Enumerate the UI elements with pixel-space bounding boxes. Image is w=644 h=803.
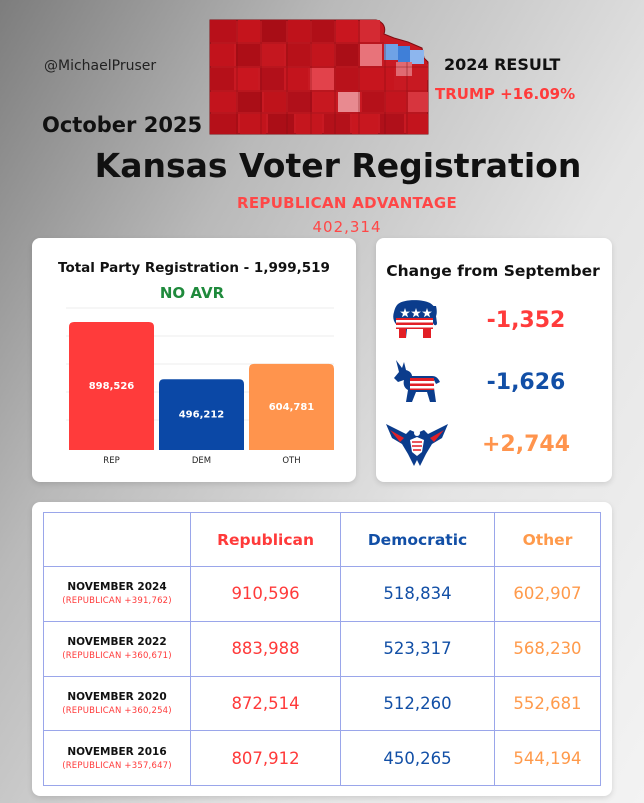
cell-democratic: 518,834 [340,566,495,622]
cell-other: 602,907 [493,566,602,622]
cell-other: 568,230 [493,620,602,677]
registration-history-card: Republican Democratic Other NOVEMBER 202… [32,502,612,796]
advantage-value: 402,314 [312,218,382,236]
change-value-other: +2,744 [481,432,571,457]
row-margin: (REPUBLICAN +360,254) [62,705,172,716]
no-avr-label: NO AVR [159,284,225,302]
author-handle: @MichaelPruser [44,58,157,74]
advantage-label: REPUBLICAN ADVANTAGE [237,194,457,212]
republican-elephant-icon [393,300,437,338]
independent-eagle-icon [386,424,448,466]
cell-democratic: 450,265 [340,730,495,786]
cell-other: 544,194 [493,730,602,786]
table-row: NOVEMBER 2024 (REPUBLICAN +391,762) 910,… [43,566,602,622]
bar-rep [69,322,154,450]
registration-history-table: Republican Democratic Other NOVEMBER 202… [43,512,602,786]
total-registration-title: Total Party Registration - 1,999,519 [58,260,330,276]
report-month: October 2025 [42,113,203,137]
change-value-democratic: -1,626 [486,370,566,395]
cell-democratic: 523,317 [340,620,495,677]
row-margin: (REPUBLICAN +391,762) [62,596,172,607]
change-value-republican: -1,352 [486,308,566,333]
page-title: Kansas Voter Registration [94,146,582,185]
change-title: Change from September [386,262,600,280]
row-date: NOVEMBER 2016 [67,745,167,758]
header-republican: Republican [189,512,342,567]
cell-other: 552,681 [493,675,602,732]
cell-democratic: 512,260 [340,675,495,732]
table-header-empty [43,512,191,567]
bar-value-label: 496,212 [179,410,225,421]
change-card: Change from September -1,352 [376,238,612,482]
change-row-democratic: -1,626 [376,356,612,412]
row-date: NOVEMBER 2022 [67,636,167,649]
cell-republican: 807,912 [189,730,342,786]
row-margin: (REPUBLICAN +357,647) [62,760,172,771]
democratic-donkey-icon [394,360,440,402]
bar-oth [249,363,334,450]
total-registration-card: Total Party Registration - 1,999,519 NO … [32,238,356,482]
category-label: REP [103,456,119,466]
table-row: NOVEMBER 2016 (REPUBLICAN +357,647) 807,… [43,730,602,786]
cell-republican: 883,988 [189,620,342,677]
table-row: NOVEMBER 2022 (REPUBLICAN +360,671) 883,… [43,620,602,677]
change-row-republican: -1,352 [376,294,612,350]
header-other: Other [493,512,602,567]
row-date: NOVEMBER 2020 [67,690,167,703]
bar-value-label: 604,781 [269,402,315,413]
category-label: DEM [192,456,211,466]
row-margin: (REPUBLICAN +360,671) [62,651,172,662]
result-label: 2024 RESULT [444,55,561,74]
change-row-other: +2,744 [376,418,612,474]
registration-bar-chart: 898,526 REP 496,212 DEM 604,781 OTH [66,307,334,466]
bar-value-label: 898,526 [89,381,135,392]
table-row: NOVEMBER 2020 (REPUBLICAN +360,254) 872,… [43,675,602,732]
row-label: NOVEMBER 2024 (REPUBLICAN +391,762) [43,566,191,622]
row-date: NOVEMBER 2024 [67,581,167,594]
table-header-row: Republican Democratic Other [43,512,602,567]
cell-republican: 872,514 [189,675,342,732]
cell-republican: 910,596 [189,566,342,622]
row-label: NOVEMBER 2020 (REPUBLICAN +360,254) [43,675,191,732]
row-label: NOVEMBER 2016 (REPUBLICAN +357,647) [43,730,191,786]
row-label: NOVEMBER 2022 (REPUBLICAN +360,671) [43,620,191,677]
category-label: OTH [282,456,300,466]
bar-dem [159,379,244,450]
result-value: TRUMP +16.09% [435,85,576,103]
kansas-county-map [209,19,429,135]
header-democratic: Democratic [340,512,495,567]
